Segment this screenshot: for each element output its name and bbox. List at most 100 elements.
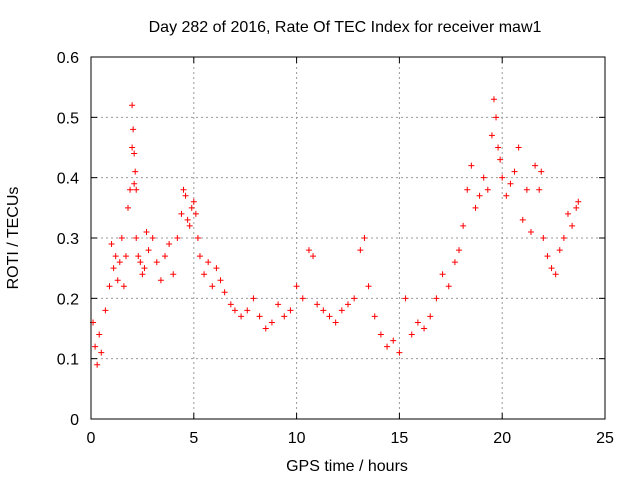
scatter-point — [371, 313, 378, 320]
scatter-point — [326, 313, 333, 320]
scatter-point — [94, 361, 101, 368]
scatter-point — [201, 271, 208, 278]
scatter-point — [433, 295, 440, 302]
scatter-point — [439, 271, 446, 278]
x-tick-label: 15 — [391, 430, 409, 447]
scatter-point — [192, 210, 199, 217]
scatter-point — [402, 295, 409, 302]
scatter-point — [106, 283, 113, 290]
scatter-point — [178, 210, 185, 217]
scatter-point — [338, 307, 345, 314]
scatter-point — [493, 114, 500, 121]
y-tick-label: 0.2 — [57, 291, 79, 308]
scatter-point — [495, 144, 502, 151]
scatter-point — [320, 307, 327, 314]
scatter-point — [102, 307, 109, 314]
scatter-point — [92, 343, 99, 350]
scatter-point — [499, 174, 506, 181]
scatter-point — [256, 313, 263, 320]
scatter-point — [110, 265, 117, 272]
scatter-point — [250, 295, 257, 302]
scatter-point — [149, 235, 156, 241]
scatter-point — [310, 253, 317, 260]
scatter-point — [365, 283, 372, 290]
scatter-point — [213, 265, 220, 272]
scatter-point — [114, 277, 121, 284]
scatter-point — [511, 168, 518, 175]
scatter-point — [217, 277, 224, 284]
scatter-point — [573, 204, 580, 211]
scatter-point — [464, 186, 471, 193]
scatter-point — [131, 150, 138, 157]
grid-layer — [91, 57, 605, 419]
scatter-point — [503, 192, 510, 199]
scatter-point — [314, 301, 321, 308]
scatter-point — [116, 259, 123, 266]
scatter-point — [129, 144, 136, 151]
scatter-point — [390, 337, 397, 344]
scatter-point — [262, 325, 269, 332]
scatter-point — [523, 186, 530, 193]
scatter-point — [188, 204, 195, 211]
scatter-point — [184, 216, 191, 223]
scatter-point — [476, 192, 483, 199]
scatter-point — [122, 253, 129, 260]
x-tick-label: 10 — [288, 430, 306, 447]
scatter-point — [569, 222, 576, 229]
scatter-point — [540, 235, 547, 241]
scatter-point — [361, 235, 368, 241]
scatter-point — [552, 271, 559, 278]
scatter-point — [227, 301, 234, 308]
scatter-point — [190, 198, 197, 205]
x-tick-label: 20 — [493, 430, 511, 447]
scatter-point — [507, 180, 514, 187]
scatter-point — [445, 283, 452, 290]
y-tick-label: 0.1 — [57, 352, 79, 369]
scatter-point — [205, 259, 212, 266]
x-axis-label: GPS time / hours — [286, 458, 408, 475]
scatter-point — [133, 235, 140, 241]
scatter-point — [544, 253, 551, 260]
y-tick-label: 0.3 — [57, 231, 79, 248]
scatter-point — [120, 283, 127, 290]
scatter-point — [451, 259, 458, 266]
scatter-point — [532, 162, 539, 169]
scatter-point — [305, 247, 312, 254]
scatter-point — [139, 271, 146, 278]
scatter-point — [209, 283, 216, 290]
y-tick-label: 0 — [70, 412, 79, 429]
x-tick-label: 5 — [189, 430, 198, 447]
scatter-point — [132, 168, 139, 175]
scatter-point — [143, 228, 150, 235]
chart-title: Day 282 of 2016, Rate Of TEC Index for r… — [149, 19, 542, 36]
scatter-point — [131, 180, 138, 187]
scatter-point — [135, 253, 142, 260]
y-tick-label: 0.6 — [57, 50, 79, 67]
scatter-point — [460, 222, 467, 229]
scatter-point — [268, 319, 275, 326]
scatter-point — [182, 192, 189, 199]
scatter-point — [141, 265, 148, 272]
scatter-point — [96, 331, 103, 338]
scatter-point — [118, 235, 125, 241]
scatter-point — [468, 162, 475, 169]
scatter-point — [408, 331, 415, 338]
scatter-point — [108, 241, 115, 248]
scatter-point — [560, 235, 567, 241]
scatter-point — [129, 102, 136, 109]
scatter-point — [287, 307, 294, 314]
ticks-layer: 0 5 10 15 20 25 0 0.1 0.2 0.3 0.4 0.5 0.6 — [57, 50, 614, 447]
scatter-point — [536, 186, 543, 193]
points-layer — [90, 96, 582, 368]
scatter-point — [480, 174, 487, 181]
x-tick-label: 25 — [596, 430, 614, 447]
scatter-point — [170, 271, 177, 278]
scatter-point — [575, 198, 582, 205]
scatter-point — [174, 235, 181, 241]
scatter-point — [527, 228, 534, 235]
scatter-point — [515, 144, 522, 151]
scatter-point — [427, 313, 434, 320]
scatter-point — [166, 241, 173, 248]
scatter-point — [130, 126, 137, 133]
